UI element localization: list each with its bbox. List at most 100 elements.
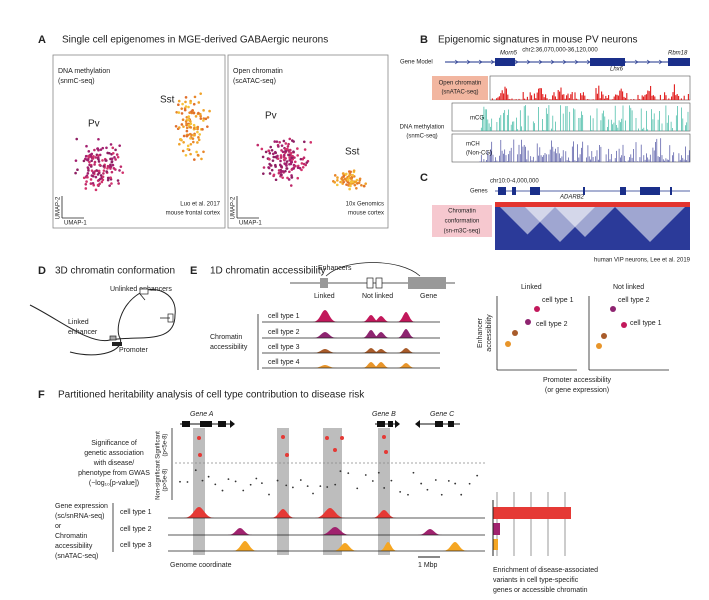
- label: Sst: [160, 95, 175, 106]
- peak: [372, 349, 390, 353]
- exon: [377, 421, 385, 427]
- label: (snmC-seq): [58, 78, 95, 85]
- cell-type-dot: [512, 330, 518, 336]
- cell-dot: [111, 163, 115, 167]
- cell-dot: [98, 177, 102, 181]
- snp-dot: [299, 479, 302, 481]
- cell-dot: [287, 153, 291, 157]
- snp-region: [193, 428, 205, 555]
- snp-dot: [347, 472, 350, 475]
- snp-dot: [214, 483, 217, 486]
- cell-dot: [90, 169, 94, 172]
- sig-snp-dot: [285, 453, 289, 457]
- cell-dot: [102, 169, 106, 172]
- label: (sc/snRNA-seq): [55, 513, 104, 520]
- tad: [520, 202, 600, 242]
- label: Significance of: [91, 440, 137, 447]
- cell-dot: [290, 174, 293, 177]
- strand-arrow: [502, 59, 507, 65]
- cell-dot: [177, 103, 180, 107]
- cell-dot: [284, 169, 287, 173]
- strand-arrow: [454, 59, 459, 65]
- cell-type-dot: [610, 306, 616, 312]
- sig-snp-dot: [384, 450, 388, 454]
- cell-dot: [336, 176, 339, 179]
- label: Significant: [156, 431, 162, 459]
- cell-dot: [348, 187, 351, 191]
- label: cell type 3: [120, 542, 152, 549]
- label: Linked: [521, 284, 542, 291]
- label: UMAP-1: [64, 221, 87, 227]
- panel-a-left-box: [52, 54, 226, 229]
- label: cell type 4: [268, 359, 300, 366]
- cell-dot: [196, 130, 199, 134]
- label: mCH: [466, 142, 480, 148]
- sig-snp-dot: [382, 435, 386, 439]
- cell-dot: [256, 143, 260, 147]
- cell-dot: [262, 166, 266, 169]
- snp-region: [323, 428, 342, 555]
- cell-dot: [292, 150, 295, 154]
- cell-dot: [193, 95, 197, 99]
- snp-dot: [454, 482, 457, 485]
- cell-dot: [299, 157, 303, 161]
- exon: [583, 187, 585, 195]
- cell-dot: [185, 134, 189, 138]
- cell-type-dot: [534, 306, 540, 312]
- cell-dot: [197, 101, 201, 104]
- label: Non-significant: [156, 460, 162, 500]
- cell-dot: [89, 165, 93, 168]
- cell-dot: [180, 107, 184, 110]
- label: Gene Model: [400, 60, 433, 66]
- label: F: [38, 389, 45, 401]
- peak: [313, 349, 337, 353]
- peak: [397, 329, 415, 338]
- cell-dot: [349, 184, 352, 188]
- enrichment-bar: [493, 523, 500, 535]
- snp-dot: [407, 493, 409, 496]
- label: Not linked: [613, 284, 644, 291]
- label: Enhancer: [477, 317, 484, 348]
- cell-dot: [189, 152, 192, 156]
- cell-dot: [349, 170, 352, 174]
- label: conformation: [445, 219, 480, 225]
- cell-type-dot: [596, 343, 602, 349]
- label: Single cell epigenomes in MGE-derived GA…: [62, 35, 328, 46]
- cell-dot: [186, 147, 190, 151]
- cell-dot: [189, 99, 192, 103]
- snp-region: [378, 428, 390, 555]
- cell-dot: [276, 154, 279, 158]
- cell-dot: [335, 183, 339, 187]
- exon: [640, 187, 660, 195]
- cell-dot: [110, 157, 114, 160]
- peak: [372, 332, 390, 338]
- cell-dot: [290, 176, 294, 179]
- line: [139, 293, 146, 301]
- cell-dot: [341, 179, 345, 182]
- cell-dot: [96, 156, 100, 160]
- peak: [362, 330, 380, 338]
- snp-dot: [334, 483, 337, 486]
- strand-arrow: [682, 59, 687, 65]
- exon: [218, 421, 226, 427]
- strand-arrow: [574, 59, 579, 65]
- cell-dot: [358, 179, 362, 182]
- cell-dot: [199, 112, 202, 116]
- label: (snATAC-seq): [441, 90, 478, 96]
- gene-arrow: [395, 420, 400, 428]
- cell-dot: [189, 142, 193, 146]
- snp-dot: [201, 479, 204, 482]
- cell-dot: [277, 145, 280, 148]
- cell-dot: [289, 151, 293, 155]
- cell-dot: [202, 117, 206, 120]
- cell-dot: [198, 133, 202, 136]
- cell-dot: [189, 137, 192, 140]
- cell-dot: [196, 141, 199, 144]
- cell-dot: [268, 172, 272, 175]
- cell-dot: [114, 158, 117, 161]
- cell-dot: [353, 183, 357, 187]
- cell-dot: [101, 146, 105, 150]
- cell-dot: [197, 111, 200, 115]
- sig-snp-dot: [340, 436, 344, 440]
